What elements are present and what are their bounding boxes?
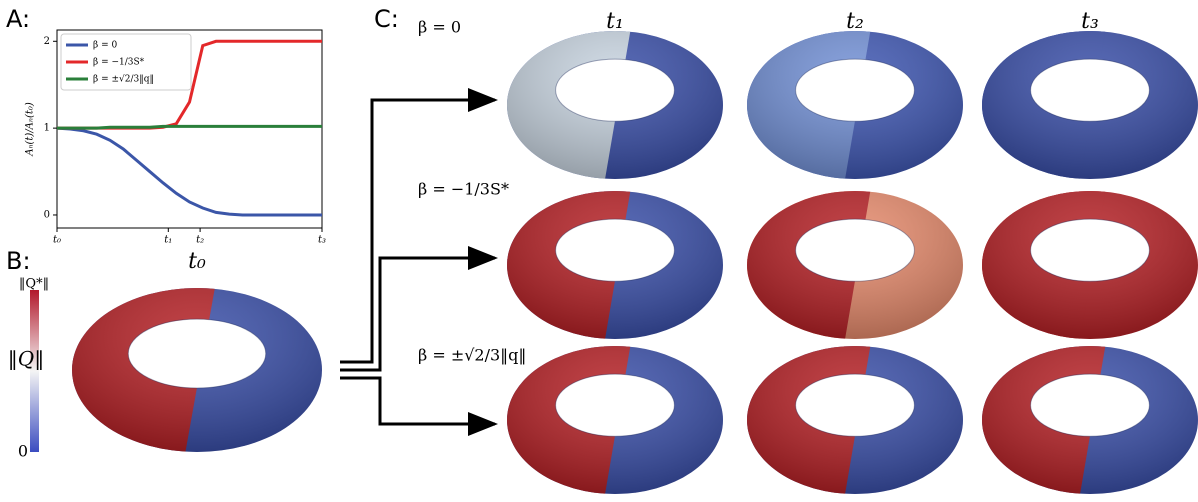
y-axis-label: Aₙ(t)/Aₙ(t₀) — [25, 102, 36, 157]
series-line — [57, 124, 322, 130]
torus-hole — [795, 58, 915, 122]
row-label: β = ±√2/3‖q‖ — [418, 346, 526, 365]
x-tick-label: t₀ — [53, 235, 61, 246]
panel-label: B: — [6, 247, 31, 275]
x-tick-label: t₃ — [318, 235, 326, 246]
torus-hole — [1030, 373, 1150, 437]
torus-hole — [1030, 218, 1150, 282]
colorbar-bottom: 0 — [18, 442, 28, 461]
x-tick-label: t₁ — [164, 235, 172, 246]
row-label: β = −1/3S* — [418, 180, 509, 199]
column-header: t₃ — [1081, 9, 1099, 34]
torus-hole — [795, 373, 915, 437]
panel-label: C: — [374, 5, 399, 33]
y-tick-label: 0 — [44, 209, 50, 220]
torus-hole — [1030, 58, 1150, 122]
torus-hole — [795, 218, 915, 282]
arrows — [340, 88, 498, 436]
torus — [747, 346, 963, 494]
tori — [72, 31, 1198, 494]
torus-hole — [555, 218, 675, 282]
legend-label: β = 0 — [93, 41, 117, 51]
initial-time-label: t₀ — [188, 249, 206, 274]
y-tick-label: 2 — [44, 36, 50, 47]
y-tick-label: 1 — [44, 123, 50, 134]
torus — [507, 346, 723, 494]
column-header: t₁ — [606, 9, 624, 34]
torus — [747, 191, 963, 339]
series-line — [56, 126, 322, 217]
torus — [982, 346, 1198, 494]
torus-hole — [555, 58, 675, 122]
torus — [747, 31, 963, 179]
chart: 0 1 2 t₀ t₁ t₂ t₃ Aₙ(t)/Aₙ(t₀) β = 0 β = −1/3S* β … — [25, 29, 326, 246]
row-label: β = 0 — [418, 18, 461, 37]
torus — [982, 191, 1198, 339]
legend-label: β = −1/3S* — [93, 58, 145, 68]
colorbar — [30, 290, 39, 452]
torus — [982, 31, 1198, 179]
panel-label: A: — [6, 5, 30, 33]
torus-hole — [555, 373, 675, 437]
colorbar-top: ‖Q*‖ — [19, 277, 49, 292]
torus-hole — [127, 318, 267, 389]
torus — [72, 288, 322, 452]
legend-box — [60, 33, 192, 91]
column-header: t₂ — [846, 9, 864, 34]
torus — [507, 191, 723, 339]
x-tick-label: t₂ — [196, 235, 204, 246]
legend-label: β = ±√2/3‖q‖ — [93, 74, 154, 85]
torus — [507, 31, 723, 179]
colorbar-label: ‖Q‖ — [8, 347, 44, 372]
